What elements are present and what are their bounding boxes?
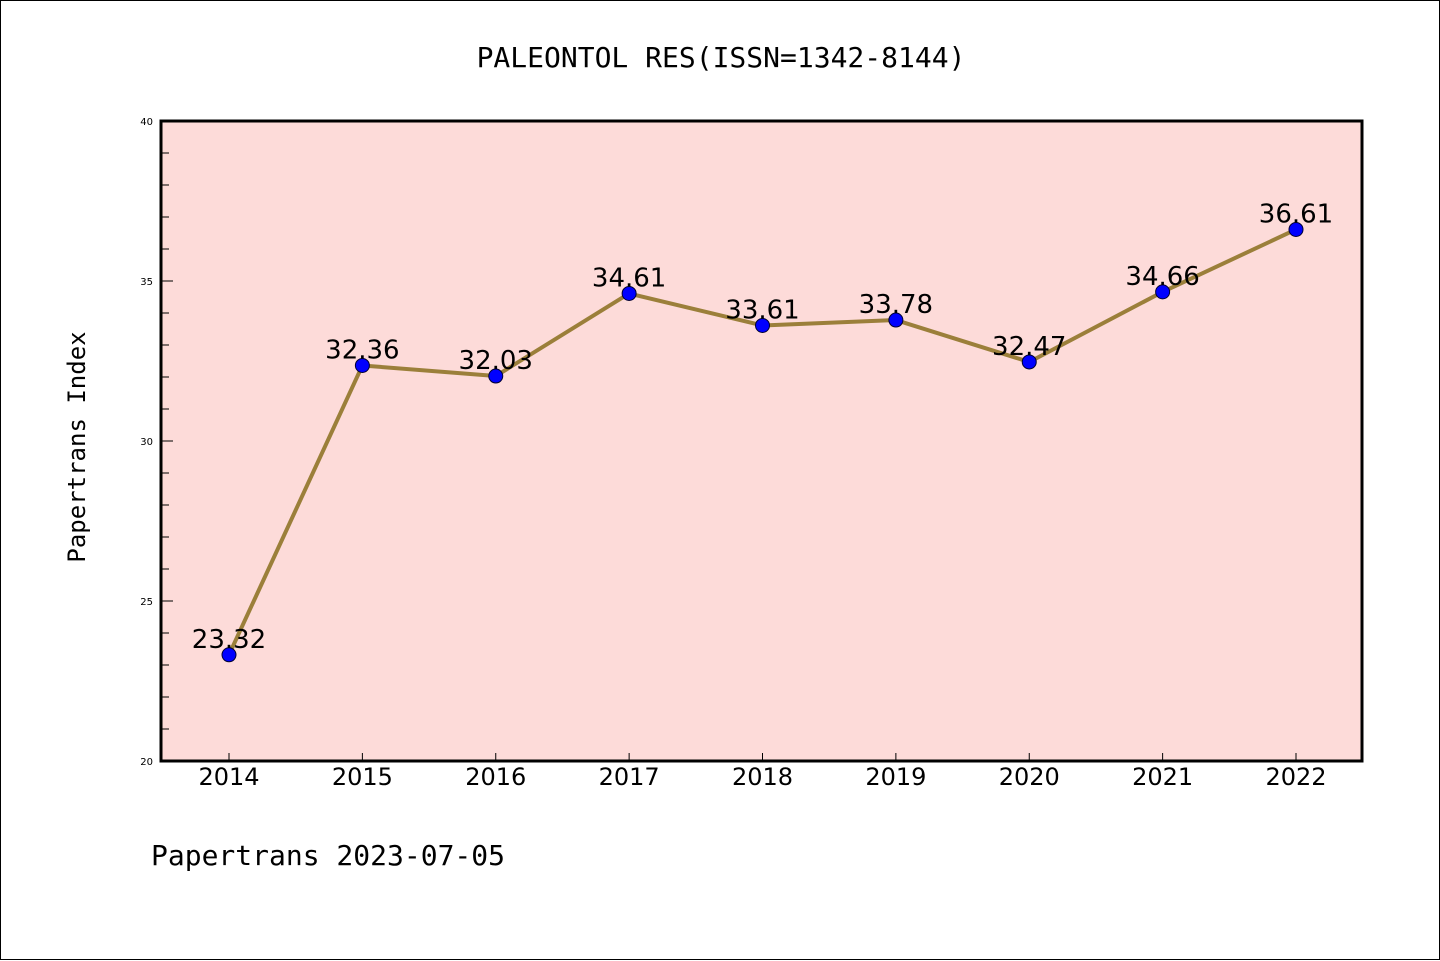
data-label: 32.36 [325,335,399,365]
data-label: 33.61 [725,295,799,325]
x-tick-label: 2021 [1132,763,1193,791]
data-label: 32.47 [992,332,1066,362]
data-label: 34.66 [1125,262,1199,292]
x-tick-label: 2019 [865,763,926,791]
y-axis-label: Papertrans Index [63,331,91,562]
chart-title: PALEONTOL RES(ISSN=1342-8144) [477,41,966,74]
plot-area [159,119,1364,763]
x-tick-label: 2015 [332,763,393,791]
x-axis: 2014 2015 2016 2017 2018 2019 2020 2021 2022 [198,753,1327,791]
data-point [1155,284,1171,300]
y-tick-label: 40 [140,117,153,128]
data-point [221,647,237,663]
x-tick-label: 2017 [599,763,660,791]
y-tick-label: 25 [140,597,153,608]
y-tick-label: 20 [140,757,153,768]
x-tick-label: 2018 [732,763,793,791]
y-tick-label: 35 [140,277,153,288]
data-label: 33.78 [859,290,933,320]
y-axis: 20 25 30 35 40 [140,117,173,768]
data-label: 32.03 [459,346,533,376]
footer-date: Papertrans 2023-07-05 [151,839,505,872]
data-label: 23.32 [192,625,266,655]
data-point [488,368,504,384]
y-tick-label: 30 [140,437,153,448]
data-label: 34.61 [592,263,666,293]
data-point [1288,221,1304,237]
x-tick-label: 2020 [999,763,1060,791]
series-layer [221,221,1304,663]
x-tick-label: 2016 [465,763,526,791]
data-point [621,285,637,301]
data-point [755,317,770,333]
x-tick-label: 2014 [198,763,259,791]
data-labels: 23.32 32.36 32.03 34.61 33.61 33.78 32.47 34.66… [192,199,1333,654]
data-label: 36.61 [1259,199,1333,229]
data-point [354,357,370,373]
data-point [1021,354,1037,370]
data-point [888,312,904,328]
x-tick-label: 2022 [1265,763,1326,791]
